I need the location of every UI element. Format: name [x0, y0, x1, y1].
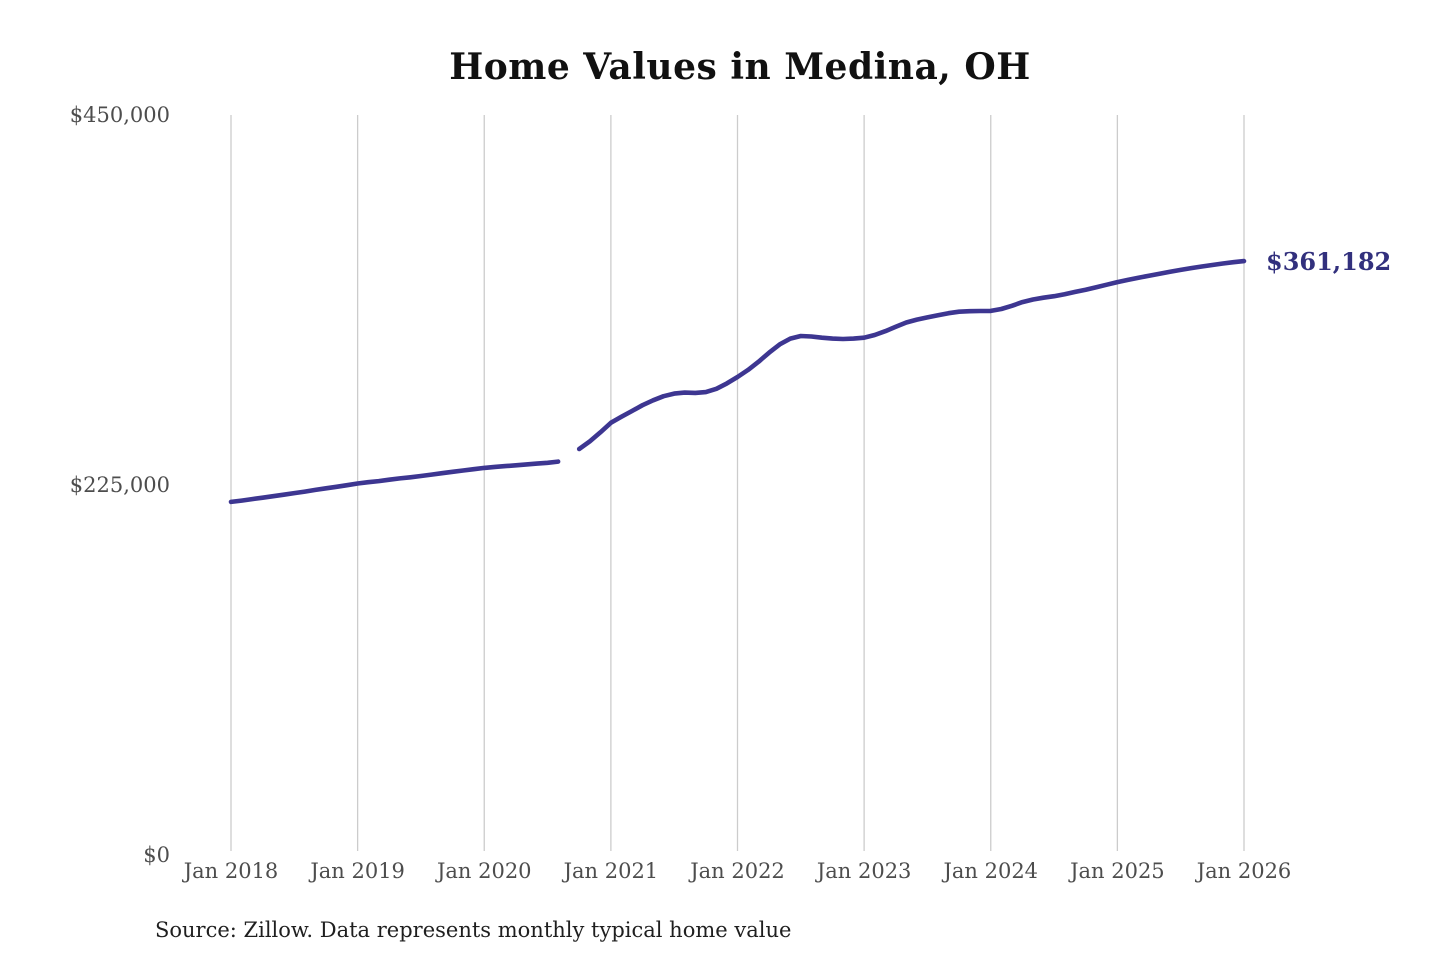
latest-value-label: $361,182	[1266, 247, 1392, 277]
home-value-line	[228, 258, 1247, 505]
y-tick-label: $225,000	[69, 473, 170, 497]
x-tick-label: Jan 2024	[943, 859, 1039, 883]
home-value-line-segment	[576, 258, 1247, 452]
x-tick-label: Jan 2020	[436, 859, 532, 883]
x-tick-label: Jan 2023	[816, 859, 912, 883]
chart-title: Home Values in Medina, OH	[449, 46, 1031, 88]
source-note: Source: Zillow. Data represents monthly …	[155, 918, 792, 942]
y-tick-label: $450,000	[69, 103, 170, 127]
x-tick-label: Jan 2019	[310, 859, 405, 883]
x-tick-label: Jan 2021	[563, 859, 659, 883]
y-tick-label: $0	[143, 843, 170, 867]
x-tick-label: Jan 2026	[1196, 859, 1292, 883]
home-value-line-segment	[228, 459, 561, 505]
x-tick-label: Jan 2022	[690, 859, 785, 883]
x-tick-label: Jan 2018	[183, 859, 279, 883]
vertical-gridlines	[230, 115, 1245, 851]
x-tick-label: Jan 2025	[1070, 859, 1165, 883]
